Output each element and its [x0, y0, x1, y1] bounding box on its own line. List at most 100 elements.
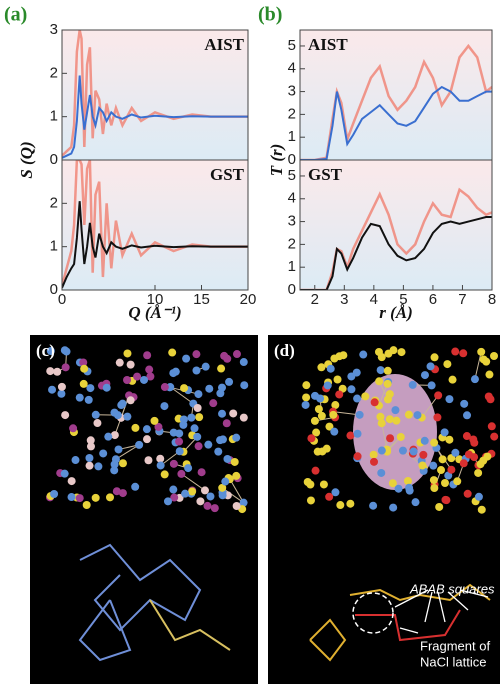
atom	[329, 410, 338, 419]
atom	[114, 445, 123, 454]
atom	[221, 477, 230, 486]
atom	[420, 436, 429, 445]
atom	[210, 504, 219, 513]
plot-frame	[299, 159, 493, 291]
atom	[93, 419, 102, 428]
atom	[377, 446, 386, 455]
atom	[445, 395, 454, 404]
annotation: NaCl lattice	[420, 654, 486, 669]
atom	[409, 447, 418, 456]
atom	[46, 367, 55, 376]
atom	[144, 456, 153, 465]
atom	[376, 366, 385, 375]
atom	[311, 466, 320, 475]
atom	[112, 487, 121, 496]
atom	[435, 502, 444, 511]
atom	[487, 422, 496, 431]
atom	[302, 393, 311, 402]
y-tick-label: 3	[288, 213, 296, 230]
atom	[46, 346, 55, 355]
y-tick-label: 5	[288, 167, 296, 184]
atom	[160, 470, 169, 479]
atom	[405, 483, 414, 492]
atom	[313, 447, 322, 456]
atom	[470, 375, 479, 384]
y-tick-label: 3	[288, 83, 296, 100]
atom	[426, 362, 435, 371]
atom	[325, 422, 334, 431]
atom	[170, 493, 179, 502]
atom	[203, 501, 212, 510]
panel-label: (a)	[4, 4, 27, 26]
atom	[110, 466, 119, 475]
atom	[474, 468, 483, 477]
y-tick-label: 1	[288, 258, 296, 275]
atom	[86, 384, 95, 393]
atom	[163, 497, 172, 506]
y-tick-label: 2	[288, 235, 296, 252]
atom	[312, 428, 321, 437]
atom	[391, 406, 400, 415]
atom	[232, 502, 241, 511]
atom	[346, 431, 355, 440]
atom	[222, 419, 231, 428]
atom	[440, 478, 449, 487]
atom	[370, 398, 379, 407]
atom	[490, 432, 499, 441]
atom	[188, 487, 197, 496]
atom	[94, 462, 103, 471]
atom	[182, 354, 191, 363]
atom	[48, 385, 57, 394]
atom	[325, 492, 334, 501]
atom	[459, 349, 468, 358]
atom	[177, 469, 186, 478]
atom	[462, 432, 471, 441]
atom	[317, 411, 326, 420]
atom	[194, 390, 203, 399]
y-tick-label: 2	[288, 105, 296, 122]
x-tick-label: 4	[370, 291, 378, 308]
x-tick-label: 7	[458, 291, 466, 308]
atom	[113, 411, 122, 420]
atom	[131, 482, 140, 491]
atom	[75, 393, 84, 402]
atom	[117, 401, 126, 410]
x-tick-label: 8	[488, 291, 496, 308]
atom	[60, 469, 69, 478]
x-tick-label: 20	[240, 291, 257, 308]
atom	[85, 453, 94, 462]
atom	[184, 464, 193, 473]
atom	[190, 424, 199, 433]
x-axis-label: Q (Å⁻¹)	[128, 303, 181, 322]
atom	[209, 399, 218, 408]
atom	[479, 355, 488, 364]
y-tick-label: 2	[50, 194, 58, 211]
atom	[383, 366, 392, 375]
atom	[104, 432, 113, 441]
fragment	[79, 543, 202, 632]
atom	[154, 422, 163, 431]
atom	[353, 429, 362, 438]
atom	[123, 412, 132, 421]
atom	[437, 466, 446, 475]
atom	[57, 389, 66, 398]
atom	[84, 395, 93, 404]
fragment	[355, 609, 461, 642]
atom	[230, 457, 239, 466]
atom	[91, 493, 100, 502]
atom	[181, 489, 190, 498]
atom	[483, 452, 492, 461]
atom	[485, 370, 494, 379]
atom	[404, 410, 413, 419]
y-tick-label: 1	[50, 108, 58, 125]
atom	[477, 505, 486, 514]
x-tick-label: 3	[340, 291, 348, 308]
atom	[67, 493, 76, 502]
y-axis-label: T (r)	[267, 144, 286, 177]
atom	[453, 477, 462, 486]
atom	[375, 377, 384, 386]
atom	[326, 364, 335, 373]
atom	[205, 384, 214, 393]
atom	[314, 405, 323, 414]
atom	[376, 412, 385, 421]
